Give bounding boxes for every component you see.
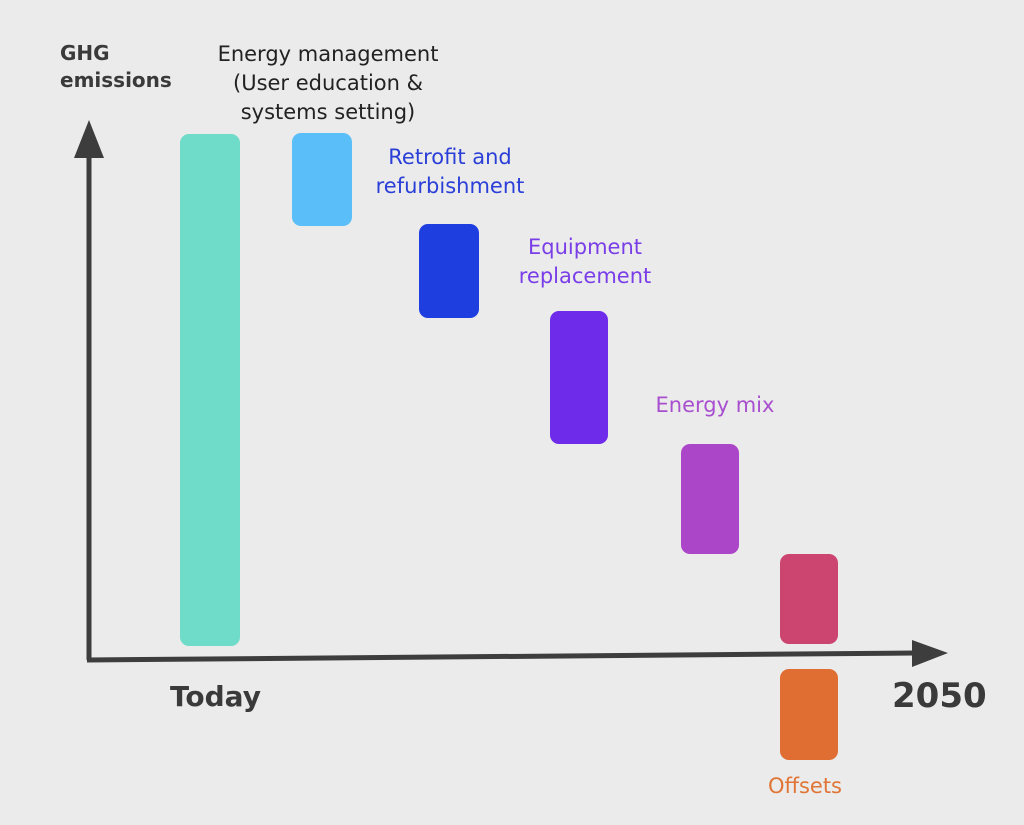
x-axis-arrow [912, 640, 948, 667]
label-equipment-replacement: Equipment replacement [518, 235, 652, 288]
step-bar-energy-mix [681, 444, 739, 554]
x-axis-end-label: 2050 [892, 676, 987, 716]
step-bar-offsets [780, 669, 838, 760]
label-retrofit: Retrofit and refurbishment [375, 145, 525, 198]
step-bar-residual [780, 554, 838, 644]
step-bar-energy-management [292, 133, 352, 226]
baseline-bar [180, 134, 240, 646]
x-axis-line [86, 650, 916, 663]
label-offsets: Offsets [767, 774, 843, 798]
x-axis-start-label: Today [170, 680, 261, 713]
step-bar-retrofit [419, 224, 479, 318]
label-energy-mix: Energy mix [655, 393, 775, 417]
label-energy-management: Energy management (User education & syst… [217, 42, 439, 124]
y-axis-arrow [74, 120, 104, 158]
y-axis-label: GHG emissions [60, 41, 172, 92]
step-bar-equipment-replacement [550, 311, 608, 444]
